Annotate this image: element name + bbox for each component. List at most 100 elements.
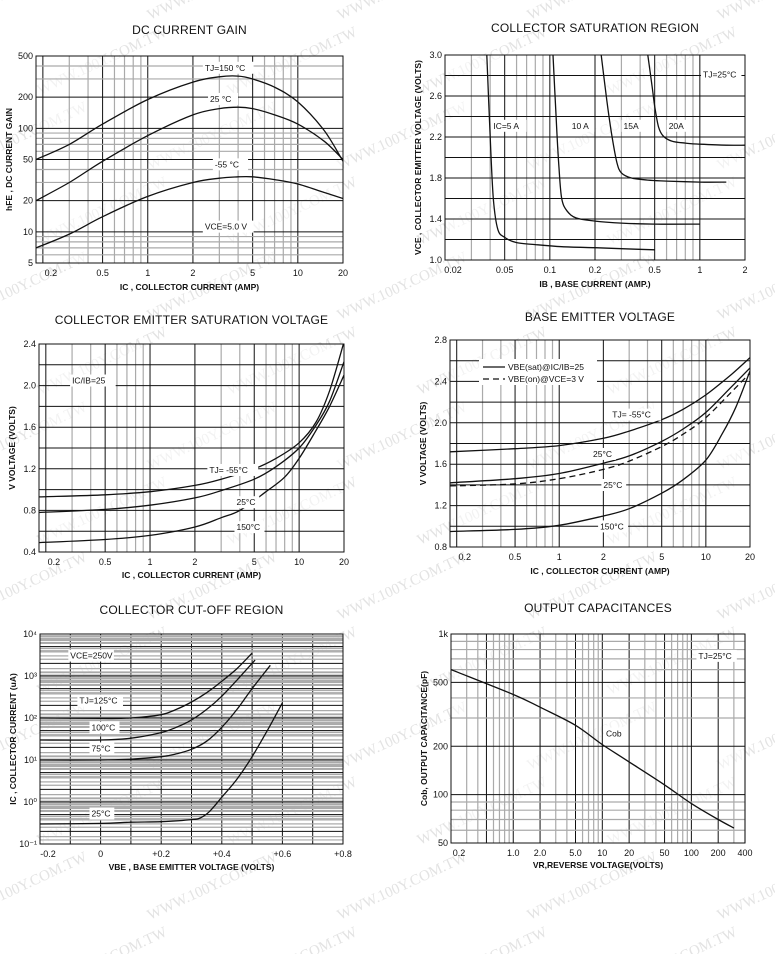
series-25-c (36, 106, 343, 202)
x-tick-label: 0.2 (589, 265, 602, 275)
annotation-bg (89, 742, 115, 755)
grid (444, 54, 746, 261)
y-tick-label: 10⁻¹ (19, 839, 37, 849)
x-tick-label: 5.0 (569, 848, 582, 858)
y-tick-label: 10² (24, 713, 37, 723)
plot-frame (449, 339, 751, 548)
y-tick-label: 10⁴ (23, 629, 37, 639)
x-tick-label: +0.2 (152, 849, 170, 859)
y-tick-label: 1.2 (434, 501, 447, 511)
watermark-text: WWW.100Y.COM.TW (715, 0, 775, 24)
y-tick-label: 10 (23, 227, 33, 237)
series-20a (647, 55, 745, 146)
y-tick-label: 10⁰ (23, 797, 37, 807)
x-tick-label: 5 (252, 557, 257, 567)
watermark-text: WWW.100Y.COM.TW (715, 849, 775, 924)
x-tick-label: 2 (190, 268, 195, 278)
y-tick-label: 1.2 (23, 464, 36, 474)
annotation-label: 150°C (236, 522, 260, 532)
x-axis-label: VR,REVERSE VOLTAGE(VOLTS) (533, 860, 664, 870)
y-tick-label: 0.8 (23, 505, 36, 515)
plot-frame (38, 343, 345, 553)
annotation-label: 25°C (603, 480, 622, 490)
x-tick-label: 200 (711, 848, 726, 858)
watermark-text: WWW.100Y.COM.TW (335, 699, 471, 774)
x-tick-label: +0.6 (274, 849, 292, 859)
x-tick-label: 50 (660, 848, 670, 858)
x-tick-label: 0.2 (458, 552, 471, 562)
y-tick-label: 2.0 (434, 418, 447, 428)
x-tick-label: 2 (601, 552, 606, 562)
x-tick-label: 1 (148, 557, 153, 567)
series-group (450, 357, 750, 533)
x-tick-label: 0.02 (444, 265, 462, 275)
annotation-label: 100°C (92, 723, 116, 733)
watermark-text: WWW.100Y.COM.TW (335, 849, 471, 924)
annotation-label: 25°C (92, 809, 111, 819)
annotation-bg (601, 479, 627, 492)
x-tick-label: 20 (338, 268, 348, 278)
y-axis-label: VCE , COLLECTOR EMITTER VOLTAGE (VOLTS) (413, 60, 423, 255)
annotation-bg (89, 721, 120, 734)
chart-base-emitter-voltage: BASE EMITTER VOLTAGE 0.2 0.5 1 2 5 10 20 0.8 1.2 1… (418, 310, 755, 576)
series-tj-55-c-vbe-sat (450, 357, 750, 453)
y-axis-label: hFE , DC CURRENT GAIN (4, 108, 14, 211)
annotation-label: 25°C (236, 497, 255, 507)
x-tick-label: 2 (192, 557, 197, 567)
y-tick-label: 2.8 (434, 335, 447, 345)
chart-collector-emitter-saturation-voltage: COLLECTOR EMITTER SATURATION VOLTAGE 0.2 0… (7, 313, 349, 580)
series-100-c (40, 659, 256, 741)
x-tick-label: 0.2 (453, 848, 466, 858)
x-tick-label: 1 (557, 552, 562, 562)
watermark-text: WWW.100Y.COM.TW (335, 549, 471, 624)
x-tick-label: +0.8 (334, 849, 352, 859)
y-tick-label: 2.4 (434, 376, 447, 386)
series-group (40, 652, 283, 825)
annotation-label: TJ= -55°C (612, 410, 651, 420)
annotation-label: 25°C (593, 449, 612, 459)
y-tick-label: 10³ (24, 671, 37, 681)
x-tick-label: +0.4 (213, 849, 231, 859)
x-axis-label: IB , BASE CURRENT (AMP.) (539, 279, 650, 289)
y-tick-label: 500 (18, 51, 33, 61)
annotation-label: TJ=150 °C (205, 63, 246, 73)
watermark-text: WWW.100Y.COM.TW (35, 924, 171, 954)
x-tick-label: 1 (145, 268, 150, 278)
y-tick-label: 200 (433, 741, 448, 751)
annotation-label: IC/IB=25 (72, 376, 106, 386)
y-tick-label: 200 (18, 92, 33, 102)
x-axis-label: VBE , BASE EMITTER VOLTAGE (VOLTS) (109, 862, 275, 872)
plot-frame (444, 54, 746, 261)
x-tick-label: 10 (294, 557, 304, 567)
watermark-text: WWW.100Y.COM.TW (415, 924, 551, 954)
y-tick-label: 100 (433, 790, 448, 800)
x-tick-label: 0.2 (48, 557, 61, 567)
series-75-c (40, 664, 271, 761)
x-tick-label: 0.5 (509, 552, 522, 562)
x-tick-label: 2.0 (534, 848, 547, 858)
annotation-bg (89, 807, 115, 820)
annotation-bg (68, 649, 114, 662)
x-tick-label: 20 (339, 557, 349, 567)
x-tick-label: 20 (745, 552, 755, 562)
chart-title: COLLECTOR CUT-OFF REGION (100, 603, 284, 617)
x-tick-label: 5 (250, 268, 255, 278)
watermark-text: WWW.100Y.COM.TW (145, 0, 281, 24)
y-tick-label: 2.2 (429, 132, 442, 142)
x-tick-label: 100 (684, 848, 699, 858)
chart-dc-current-gain: DC CURRENT GAIN 0.2 0.5 1 2 5 10 20 5 10 20 50 100 20… (4, 23, 348, 292)
plot-frame (39, 633, 344, 845)
x-tick-label: 1 (697, 265, 702, 275)
annotation-label: TJ=25°C (698, 651, 731, 661)
x-tick-label: 5 (659, 552, 664, 562)
annotation-bg (610, 408, 662, 421)
y-tick-label: 1.8 (429, 173, 442, 183)
chart-collector-saturation-region: COLLECTOR SATURATION REGION 0.02 0.05 0.1 0.… (413, 21, 748, 289)
y-axis-label: V VOLTAGE (VOLTS) (418, 402, 428, 486)
legend-entry: VBE(on)@VCE=3 V (508, 374, 584, 384)
annotation-bg (569, 119, 595, 132)
grid (450, 633, 746, 844)
y-tick-label: 1.0 (429, 255, 442, 265)
